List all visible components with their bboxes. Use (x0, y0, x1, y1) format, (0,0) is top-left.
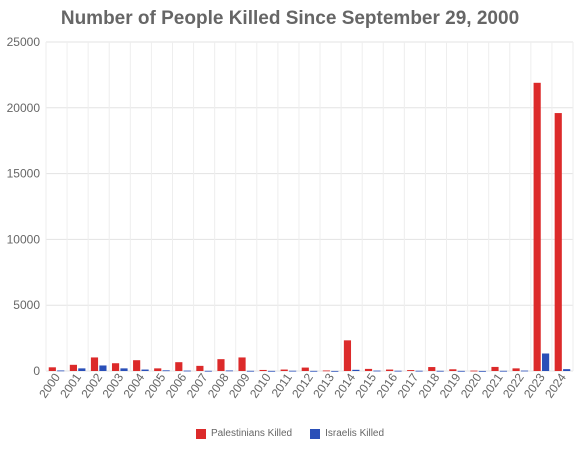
bar-israelis-2011 (289, 370, 297, 372)
bar-israelis-2014 (352, 369, 360, 371)
bar-palestinians-2020 (470, 370, 478, 372)
x-tick-label: 2021 (479, 370, 506, 400)
bar-israelis-2023 (542, 353, 550, 371)
bar-israelis-2021 (499, 370, 508, 372)
x-tick-label: 2015 (352, 370, 379, 400)
chart-title: Number of People Killed Since September … (60, 8, 520, 29)
x-tick-label: 2010 (247, 370, 274, 400)
bar-palestinians-2023 (533, 82, 541, 372)
bar-israelis-2018 (436, 370, 444, 372)
bar-palestinians-2002 (90, 357, 99, 371)
bar-israelis-2004 (141, 369, 149, 371)
x-tick-label: 2007 (184, 370, 211, 400)
bar-israelis-2024 (563, 369, 571, 371)
bar-israelis-2013 (331, 370, 339, 372)
x-tick-label: 2001 (57, 370, 84, 400)
x-tick-label: 2005 (142, 370, 169, 400)
legend-label-palestinians: Palestinians Killed (210, 428, 293, 439)
legend-swatch-palestinians (195, 428, 206, 439)
y-tick-label: 15000 (7, 167, 41, 181)
bar-palestinians-2003 (111, 363, 120, 371)
legend-swatch-israelis (310, 428, 321, 439)
bar-israelis-2017 (415, 370, 423, 372)
bar-israelis-2010 (267, 370, 276, 372)
bar-israelis-2000 (57, 370, 65, 372)
legend-item-israelis[interactable]: Israelis Killed (310, 428, 384, 439)
x-tick-label: 2002 (78, 370, 105, 400)
bar-israelis-2015 (373, 370, 381, 372)
legend-item-palestinians[interactable]: Palestinians Killed (195, 428, 293, 439)
bar-palestinians-2006 (175, 362, 183, 371)
y-tick-label: 5000 (13, 298, 40, 312)
legend: Palestinians Killed Israelis Killed (0, 428, 580, 439)
x-tick-label: 2019 (437, 370, 464, 400)
x-tick-label: 2003 (99, 370, 126, 400)
bar-israelis-2008 (225, 370, 233, 372)
bar-israelis-2016 (394, 370, 402, 372)
x-tick-label: 2018 (416, 370, 443, 400)
bar-palestinians-2013 (322, 370, 330, 372)
legend-label-israelis: Israelis Killed (325, 428, 385, 439)
x-tick-label: 2022 (500, 370, 527, 400)
x-tick-label: 2014 (331, 370, 358, 400)
bar-israelis-2002 (99, 365, 107, 371)
x-tick-label: 2016 (373, 370, 400, 400)
y-tick-label: 25000 (7, 35, 41, 49)
bar-israelis-2012 (310, 370, 318, 372)
x-tick-label: 2008 (205, 370, 232, 400)
y-tick-label: 10000 (7, 232, 41, 246)
bar-israelis-2020 (478, 370, 486, 372)
bar-palestinians-2005 (154, 368, 162, 371)
bar-palestinians-2017 (407, 370, 415, 371)
bar-israelis-2001 (78, 368, 86, 371)
bar-israelis-2003 (120, 368, 128, 371)
bar-israelis-2009 (246, 370, 255, 372)
bar-palestinians-2016 (386, 369, 394, 371)
bar-palestinians-2010 (259, 369, 267, 371)
bar-palestinians-2014 (343, 340, 352, 371)
x-tick-label: 2024 (542, 370, 569, 400)
bar-israelis-2005 (162, 370, 170, 372)
bar-palestinians-2000 (48, 367, 56, 371)
bar-israelis-2019 (457, 370, 465, 372)
bar-palestinians-2022 (512, 368, 520, 371)
bar-palestinians-2004 (133, 360, 141, 371)
bar-israelis-2006 (183, 370, 191, 372)
bar-israelis-2007 (204, 370, 212, 372)
bar-israelis-2022 (520, 370, 529, 372)
bar-palestinians-2015 (364, 368, 373, 371)
x-tick-label: 2004 (121, 370, 148, 400)
x-tick-label: 2000 (36, 370, 63, 400)
bar-palestinians-2012 (301, 367, 309, 371)
x-tick-label: 2013 (310, 370, 337, 400)
bar-palestinians-2018 (428, 367, 436, 371)
y-tick-label: 0 (33, 364, 40, 378)
bar-palestinians-2011 (280, 369, 288, 371)
x-tick-label: 2020 (458, 370, 485, 400)
bar-palestinians-2001 (69, 364, 77, 371)
y-tick-label: 20000 (7, 101, 41, 115)
bar-palestinians-2007 (196, 365, 204, 371)
x-tick-label: 2012 (289, 370, 316, 400)
x-tick-label: 2006 (163, 370, 190, 400)
bar-palestinians-2008 (217, 359, 225, 371)
bar-palestinians-2021 (491, 366, 499, 371)
x-tick-label: 2023 (521, 370, 548, 400)
x-tick-label: 2017 (395, 370, 422, 400)
bar-palestinians-2024 (554, 113, 562, 372)
bar-palestinians-2019 (449, 369, 457, 371)
bar-palestinians-2009 (238, 357, 246, 371)
x-tick-label: 2011 (269, 370, 295, 399)
x-tick-label: 2009 (226, 370, 253, 400)
